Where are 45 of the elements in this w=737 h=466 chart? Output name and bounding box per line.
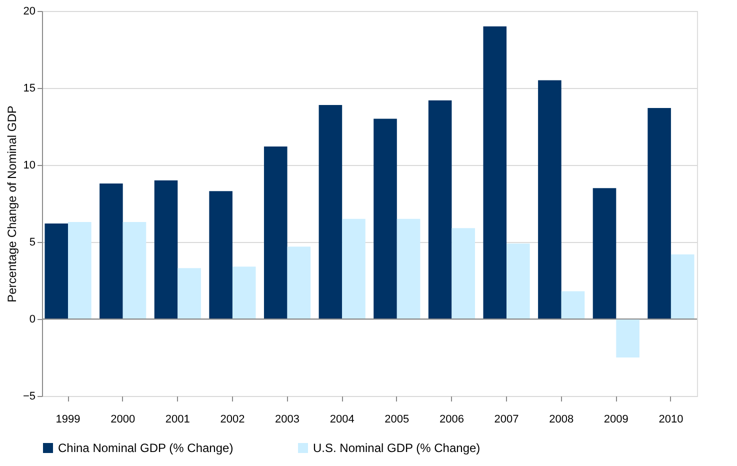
bar	[670, 254, 694, 319]
legend-label: U.S. Nominal GDP (% Change)	[313, 441, 480, 455]
y-tick-label: −5	[22, 390, 36, 402]
y-axis-title: Percentage Change of Nominal GDP	[4, 106, 19, 302]
y-tick-label: 0	[29, 314, 36, 326]
legend-label: China Nominal GDP (% Change)	[58, 441, 234, 455]
bar	[506, 244, 530, 319]
bar	[616, 319, 640, 358]
bar	[178, 268, 201, 319]
bar	[68, 222, 92, 319]
bar	[648, 108, 671, 319]
bar	[122, 222, 146, 319]
x-tick-label: 2003	[275, 414, 300, 426]
y-tick-label: 10	[23, 160, 36, 172]
bar	[483, 26, 507, 319]
bar	[592, 188, 616, 319]
x-tick-label: 2000	[110, 414, 136, 426]
bar	[374, 118, 397, 319]
bar	[342, 218, 366, 319]
x-tick-label: 2002	[220, 414, 245, 426]
bar	[209, 191, 232, 319]
x-tick-label: 2005	[384, 414, 410, 426]
bar	[538, 80, 562, 319]
x-tick-label: 2010	[658, 414, 684, 426]
bar	[264, 146, 288, 319]
bar	[452, 228, 476, 319]
y-tick-label: 5	[29, 236, 36, 248]
bar	[232, 266, 256, 319]
x-tick-label: 2009	[604, 414, 628, 426]
bar	[44, 224, 68, 319]
bar	[154, 180, 178, 319]
bar	[396, 218, 420, 319]
y-tick-label: 20	[23, 6, 36, 18]
bar	[100, 183, 123, 319]
bar	[561, 291, 585, 319]
x-tick-label: 2006	[439, 414, 464, 426]
x-tick-label: 1999	[56, 414, 80, 426]
x-tick-label: 2008	[549, 414, 574, 426]
x-tick-label: 2004	[330, 414, 354, 426]
x-tick-label: 2007	[494, 414, 519, 426]
x-tick-label: 2001	[165, 414, 190, 426]
bar	[287, 246, 311, 319]
bar	[318, 104, 342, 319]
bar	[428, 100, 452, 319]
y-tick-label: 15	[23, 82, 36, 94]
